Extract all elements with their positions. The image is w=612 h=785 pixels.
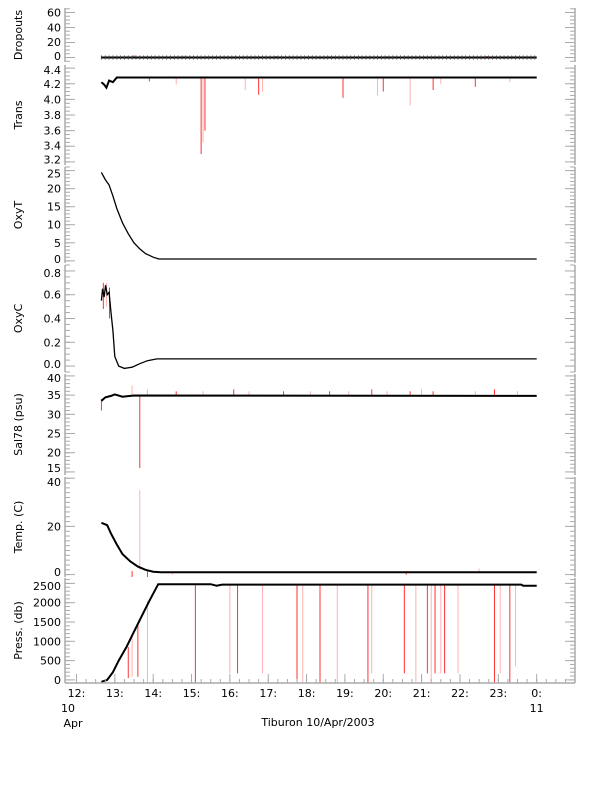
series-line-oxyt <box>100 172 537 260</box>
y-tick-label: 40 <box>47 372 61 385</box>
y-tick-label: 60 <box>47 7 61 20</box>
y-tick-label: 0 <box>54 566 61 579</box>
series-line-press <box>101 583 537 683</box>
x-tick-label: 14: <box>144 687 162 700</box>
x-axis: 12: 10 Apr 13: 14: 15: 16: 17: 18: 19: 20: 21: 22: 23… <box>61 674 575 730</box>
series-line-temp <box>101 521 537 574</box>
x-tick-month: Apr <box>63 717 83 730</box>
y-tick-label: 15 <box>47 462 61 475</box>
x-tick-label: 0: <box>531 687 542 700</box>
y-tick-label: 25 <box>47 428 61 441</box>
y-axis-label: Sal78 (psu) <box>12 393 25 456</box>
y-tick-label: 0.0 <box>44 358 62 371</box>
x-tick-label: 20: <box>374 687 392 700</box>
y-axis-label: Trans <box>12 100 25 130</box>
x-tick-date: 10 <box>61 702 75 715</box>
y-tick-label: 15 <box>47 201 61 214</box>
y-axis-label: Press. (db) <box>12 601 25 660</box>
y-tick-label: 40 <box>47 22 61 35</box>
y-axis-label: OxyT <box>12 201 25 230</box>
x-tick-label: 19: <box>336 687 354 700</box>
y-tick-label: 20 <box>47 183 61 196</box>
x-tick-label: 15: <box>183 687 201 700</box>
y-tick-label: 4.4 <box>44 64 62 77</box>
y-tick-label: 10 <box>47 219 61 232</box>
y-tick-label: 3.8 <box>44 109 62 122</box>
y-tick-label: 0.2 <box>44 336 62 349</box>
panels: 0204060Dropouts3.23.43.63.84.04.24.4Tran… <box>12 7 576 687</box>
x-tick-label: 22: <box>451 687 469 700</box>
x-tick-label: 23: <box>489 687 507 700</box>
panel-trans: 3.23.4 3.6 3.8 4.0 4.24.4 Trans <box>12 64 576 167</box>
y-tick-label: 0.8 <box>44 267 62 280</box>
panel-sal78: 15 20 25 30 35 40 Sal78 (psu) <box>12 372 576 475</box>
series-line-sal78 <box>100 393 537 402</box>
series-line-oxyc <box>100 285 537 370</box>
y-tick-label: 35 <box>47 389 61 402</box>
y-tick-label: 0 <box>54 674 61 687</box>
panel-oxyc: 0.0 0.2 0.4 0.6 0.8 OxyC <box>12 264 576 373</box>
y-tick-label: 1000 <box>33 635 61 648</box>
panel-press: 0 500 1000 1500 2000 2500 Press. (db) <box>12 578 576 687</box>
y-tick-label: 4.0 <box>44 93 62 106</box>
y-tick-label: 40 <box>47 476 61 489</box>
x-tick-label: 17: <box>259 687 277 700</box>
y-tick-label: 30 <box>47 408 61 421</box>
y-tick-label: 5 <box>54 237 61 250</box>
y-tick-label: 1500 <box>33 616 61 629</box>
x-tick-label: 12: <box>68 687 86 700</box>
y-tick-label: 0.6 <box>44 289 62 302</box>
y-tick-label: 0.4 <box>44 313 62 326</box>
y-tick-label: 3.6 <box>44 125 62 138</box>
y-tick-label: 500 <box>40 655 61 668</box>
y-tick-label: 20 <box>47 36 61 49</box>
x-tick-label: 21: <box>413 687 431 700</box>
y-tick-label: 2500 <box>33 580 61 593</box>
x-axis-label: Tiburon 10/Apr/2003 <box>260 716 374 729</box>
x-tick-date: 11 <box>530 702 544 715</box>
panel-temp: 0 20 40 Temp. (C) <box>12 476 576 579</box>
y-axis-label: OxyC <box>12 304 25 334</box>
y-tick-label: 20 <box>47 447 61 460</box>
y-axis-label: Temp. (C) <box>12 501 25 555</box>
x-tick-label: 16: <box>221 687 239 700</box>
y-tick-label: 0 <box>54 50 61 63</box>
y-tick-label: 0 <box>54 253 61 266</box>
x-tick-label: 18: <box>298 687 316 700</box>
y-tick-label: 20 <box>47 520 61 533</box>
y-tick-label: 25 <box>47 168 61 181</box>
y-tick-label: 4.2 <box>44 78 62 91</box>
y-tick-label: 2000 <box>33 597 61 610</box>
series-line-trans <box>100 76 537 90</box>
y-tick-label: 3.4 <box>44 140 62 153</box>
y-axis-label: Dropouts <box>12 10 25 60</box>
x-tick-label: 13: <box>106 687 124 700</box>
y-tick-label: 3.2 <box>44 154 62 167</box>
panel-oxyt: 0 5 10 15 20 25 OxyT <box>12 166 576 266</box>
